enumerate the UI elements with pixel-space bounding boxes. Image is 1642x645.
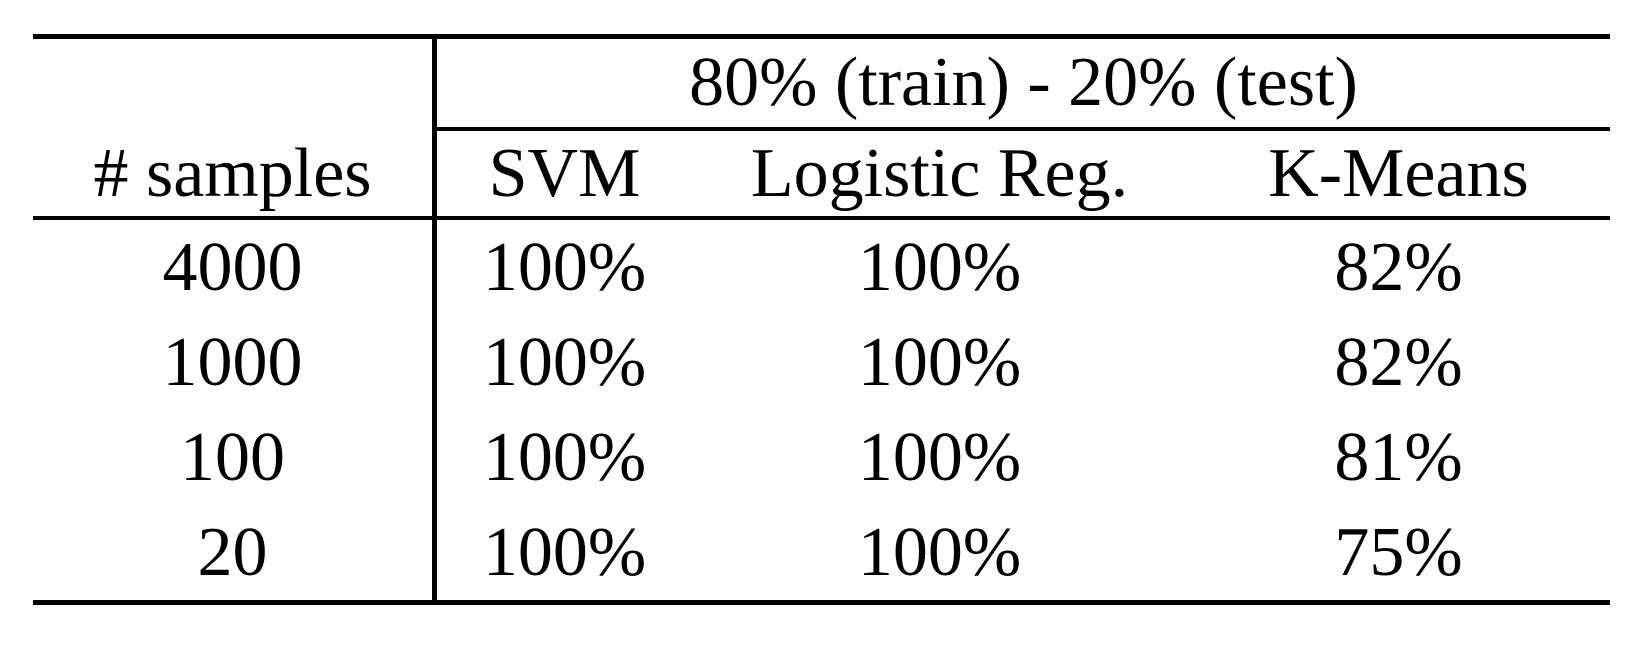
results-table: 80% (train) - 20% (test) # samples SVM L… xyxy=(33,34,1610,605)
k-means-accuracy-cell: 82% xyxy=(1334,323,1463,401)
svm-accuracy-cell: 100% xyxy=(482,228,647,306)
k-means-accuracy-cell: 82% xyxy=(1334,228,1463,306)
svm-accuracy-cell: 100% xyxy=(482,418,647,496)
samples-value: 100 xyxy=(33,410,437,505)
logistic-reg-accuracy-cell: 100% xyxy=(857,228,1022,306)
samples-value: 1000 xyxy=(33,315,437,410)
logistic-reg-accuracy-cell: 100% xyxy=(857,418,1022,496)
samples-value: 4000 xyxy=(33,220,437,315)
svm-accuracy-cell: 100% xyxy=(482,323,647,401)
col-header-logistic-reg: Logistic Reg. xyxy=(692,131,1187,220)
logistic-reg-accuracy-cell: 100% xyxy=(857,513,1022,591)
col-header-svm: SVM xyxy=(437,131,692,220)
stub-empty-cell xyxy=(33,39,437,131)
row-header-label: # samples xyxy=(33,131,437,220)
col-header-k-means: K-Means xyxy=(1187,131,1610,220)
k-means-accuracy-cell: 81% xyxy=(1334,418,1463,496)
logistic-reg-accuracy-cell: 100% xyxy=(857,323,1022,401)
samples-value: 20 xyxy=(33,505,437,600)
svm-accuracy-cell: 100% xyxy=(482,513,647,591)
train-test-split-header: 80% (train) - 20% (test) xyxy=(437,39,1610,131)
k-means-accuracy-cell: 75% xyxy=(1334,513,1463,591)
